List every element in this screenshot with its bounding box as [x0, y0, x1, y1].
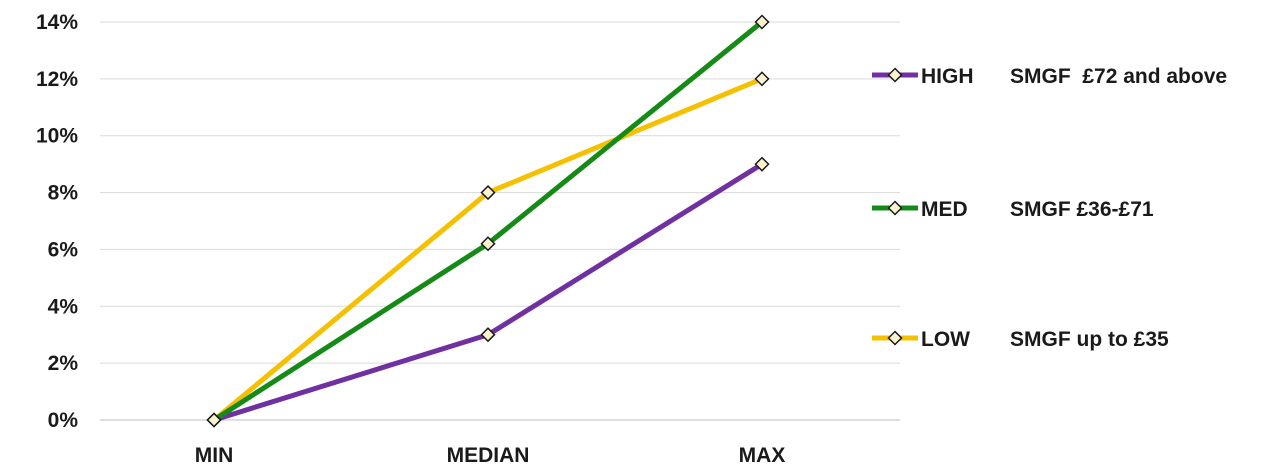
series-line-med	[211, 19, 765, 423]
y-tick-label: 14%	[36, 11, 78, 34]
legend-item-low: LOW SMGF up to £35	[872, 328, 1169, 351]
data-point-low	[754, 71, 770, 87]
y-axis: 0% 2% 4% 6% 8% 10% 12% 14%	[36, 11, 78, 432]
legend-series-name: HIGH	[921, 65, 974, 88]
y-tick-label: 0%	[48, 409, 79, 432]
y-tick-label: 12%	[36, 68, 78, 91]
y-tick-label: 8%	[48, 182, 79, 205]
data-point-high	[754, 156, 770, 172]
gridlines	[100, 21, 900, 421]
y-tick-label: 6%	[48, 238, 79, 261]
legend-marker	[887, 67, 903, 83]
y-tick-label: 2%	[48, 352, 79, 375]
legend-marker	[887, 200, 903, 216]
legend-item-med: MED SMGF £36-£71	[872, 198, 1154, 221]
legend-series-description: SMGF £72 and above	[1010, 65, 1227, 88]
x-tick-label: MEDIAN	[447, 444, 530, 465]
series-line-high	[211, 161, 765, 423]
x-axis: MIN MEDIAN MAX	[195, 444, 786, 465]
data-point-high	[480, 327, 496, 343]
series-markers	[206, 14, 770, 428]
data-point-med	[206, 412, 222, 428]
x-tick-label: MIN	[195, 444, 234, 465]
data-point-med	[754, 14, 770, 30]
data-point-low	[480, 185, 496, 201]
legend-series-description: SMGF £36-£71	[1010, 198, 1154, 221]
y-tick-label: 10%	[36, 125, 78, 148]
data-point-med	[480, 236, 496, 252]
legend-marker	[887, 330, 903, 346]
series-lines	[211, 19, 765, 423]
x-tick-label: MAX	[739, 444, 786, 465]
legend-series-description: SMGF up to £35	[1010, 328, 1169, 351]
legend-item-high: HIGH SMGF £72 and above	[872, 65, 1227, 88]
legend-series-name: MED	[921, 198, 968, 221]
legend: HIGH SMGF £72 and above MED SMGF £36-£71 LOW…	[872, 65, 1227, 351]
legend-series-name: LOW	[921, 328, 970, 351]
y-tick-label: 4%	[48, 295, 79, 318]
